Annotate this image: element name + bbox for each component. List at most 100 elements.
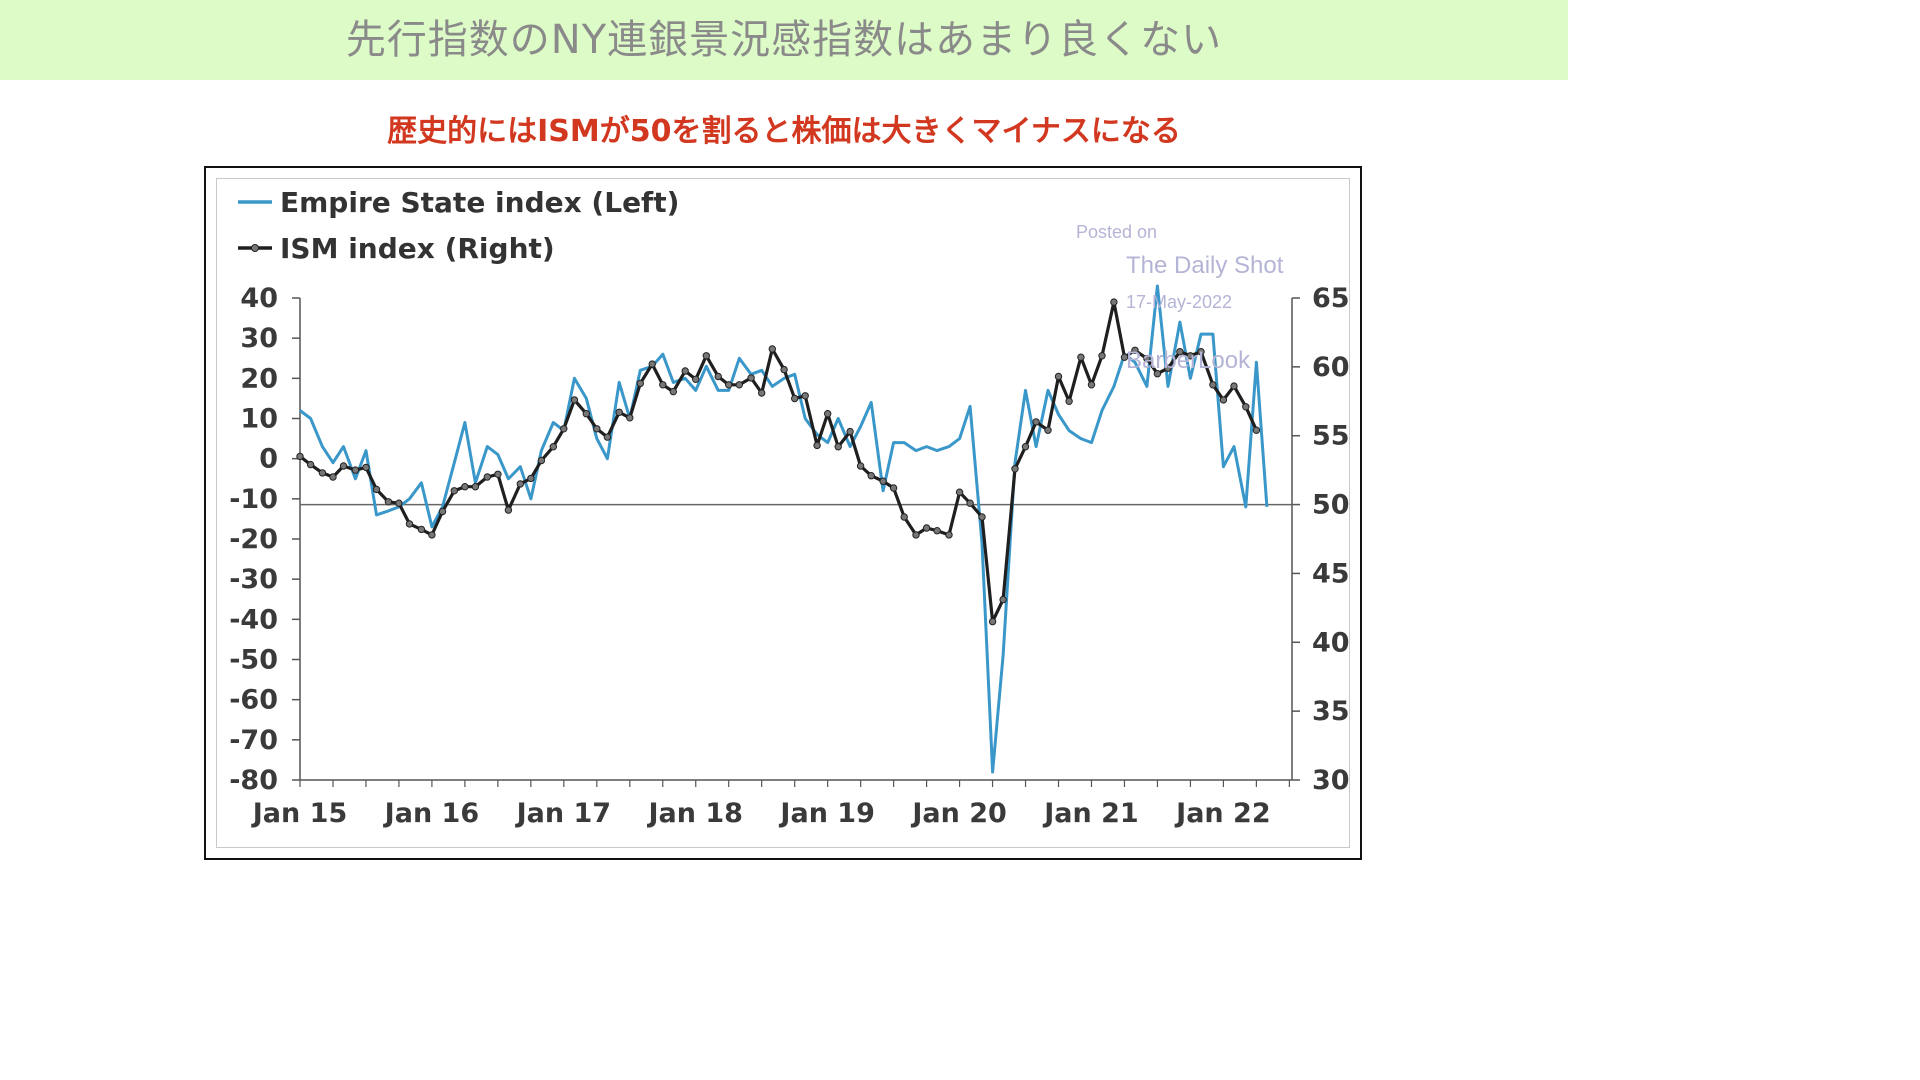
y-right-tick-label: 30 <box>1312 765 1350 796</box>
ism-data-point <box>582 410 590 418</box>
ism-data-point <box>1087 381 1096 389</box>
chart-frame: 40 30 20 10 0 -10 -20 -30 -40 -50 -60 -70 -80 65 60 55 5… <box>204 166 1362 860</box>
page-title: 先行指数のNY連銀景況感指数はあまり良くない <box>345 17 1223 63</box>
ism-data-point <box>1186 352 1195 360</box>
ism-data-point <box>405 520 414 528</box>
ism-data-point <box>856 462 865 470</box>
ism-data-point <box>1044 426 1052 434</box>
y-left-tick-label: -60 <box>229 685 278 716</box>
x-tick-label: Jan 16 <box>383 798 479 829</box>
ism-data-point <box>1120 353 1129 361</box>
chart-inner-border <box>216 178 1350 848</box>
ism-data-point <box>1131 346 1139 355</box>
ism-data-point <box>978 513 986 521</box>
slide-subtitle: 歴史的にはISMが50を割ると株価は大きくマイナスになる <box>387 114 1181 149</box>
ism-data-point <box>362 463 370 472</box>
ism-data-point <box>461 483 469 491</box>
y-left-tick-label: 0 <box>259 444 278 475</box>
ism-data-point <box>867 472 875 480</box>
ism-data-point <box>527 474 535 483</box>
series-layer <box>296 284 1269 774</box>
ism-data-point <box>648 360 656 368</box>
ism-data-point <box>955 488 964 496</box>
ism-data-point <box>306 460 315 469</box>
ism-data-point <box>912 531 920 539</box>
legend-marker-dot <box>251 244 259 252</box>
ism-data-point <box>747 374 755 382</box>
y-right-tick-label: 55 <box>1312 421 1350 452</box>
y-right-tick-label: 45 <box>1312 558 1350 589</box>
ism-data-point <box>1219 396 1228 404</box>
x-tick-label: Jan 21 <box>1042 798 1138 829</box>
ism-data-point <box>988 617 997 626</box>
ism-data-point <box>1065 397 1073 406</box>
ism-data-point <box>824 410 832 418</box>
ism-data-point <box>296 452 304 461</box>
ism-data-point <box>879 477 887 485</box>
ism-data-point <box>681 367 689 375</box>
ism-data-point <box>758 389 766 397</box>
ism-data-point <box>1098 352 1106 360</box>
ism-data-point <box>966 499 974 507</box>
ism-data-point <box>417 525 426 534</box>
ism-data-point <box>780 365 788 374</box>
empire-state-series-line <box>299 284 1269 774</box>
y-left-tick-label: 10 <box>240 404 278 435</box>
ism-data-point <box>922 524 931 532</box>
y-left-tick-label: -10 <box>229 484 278 515</box>
ism-data-point <box>626 414 634 422</box>
y-left-tick-label: -70 <box>229 725 278 756</box>
line-chart: 40 30 20 10 0 -10 -20 -30 -40 -50 -60 -70 -80 65 60 55 5… <box>229 186 1350 829</box>
ism-data-point <box>768 345 776 353</box>
ism-data-point <box>483 473 491 481</box>
watermark: Posted on The Daily Shot 17-May-2022 Bar… <box>1076 222 1284 374</box>
ism-data-point <box>615 408 623 417</box>
y-left-tick-label: -80 <box>229 765 278 796</box>
ism-data-point <box>735 381 743 389</box>
ism-data-point <box>846 427 854 436</box>
y-right-tick-label: 35 <box>1312 696 1350 727</box>
ism-data-point <box>692 375 700 384</box>
x-tick-label: Jan 22 <box>1174 798 1270 829</box>
ism-series-line <box>299 300 1258 624</box>
ism-data-point <box>593 425 601 433</box>
ism-data-point <box>1011 465 1019 473</box>
ism-data-point <box>339 462 348 470</box>
watermark-line2: The Daily Shot <box>1126 252 1284 279</box>
ism-data-point <box>351 466 360 474</box>
header-band <box>0 0 1568 80</box>
ism-data-point <box>1054 372 1063 381</box>
ism-data-point <box>329 473 337 481</box>
y-left-tick-label: -50 <box>229 645 278 676</box>
legend-label: ISM index (Right) <box>280 232 555 265</box>
ism-data-point <box>1153 370 1162 378</box>
y-left-tick-label: 40 <box>240 283 278 314</box>
ism-data-point <box>549 443 557 451</box>
ism-data-point <box>900 513 908 521</box>
y-right-tick-label: 60 <box>1312 352 1350 383</box>
ism-data-point <box>714 372 722 381</box>
ism-data-point <box>428 531 436 539</box>
ism-data-point <box>1032 418 1040 426</box>
ism-data-point <box>1252 426 1261 434</box>
x-tick-label: Jan 17 <box>515 798 611 829</box>
y-left-tick-label: -20 <box>229 524 278 555</box>
ism-data-point <box>999 595 1007 604</box>
ism-data-point <box>945 531 953 539</box>
ism-data-point <box>659 381 667 389</box>
ism-data-point <box>560 425 568 433</box>
ism-data-point <box>471 483 480 491</box>
ism-data-point <box>318 469 327 477</box>
ism-data-point <box>1077 353 1085 361</box>
ism-data-point <box>537 456 546 465</box>
y-right-tick-label: 40 <box>1312 627 1350 658</box>
ism-data-point <box>1021 443 1030 451</box>
ism-data-point <box>504 506 513 514</box>
chart-legend: Empire State index (Left) ISM index (Righ… <box>238 186 679 265</box>
ism-data-point <box>516 480 524 488</box>
y-left-tick-label: -40 <box>229 604 278 635</box>
ism-data-point <box>1242 403 1250 411</box>
watermark-line1: Posted on <box>1076 222 1157 242</box>
x-tick-label: Jan 20 <box>910 798 1006 829</box>
ism-data-point <box>438 507 447 516</box>
